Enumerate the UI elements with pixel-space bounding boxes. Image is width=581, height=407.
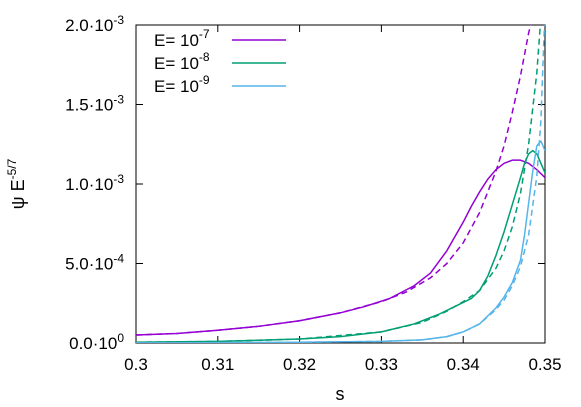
- y-tick-label-mantissa: 1.5·10: [65, 96, 113, 115]
- y-tick-label-exponent: 0: [117, 331, 124, 345]
- legend-label-exponent: -8: [199, 50, 210, 64]
- series-line-2-dashed: [136, 25, 532, 336]
- y-tick-label: 1.5·10-3: [65, 93, 124, 115]
- y-axis-label-exponent: -5/7: [5, 158, 19, 179]
- y-axis-label-base: ψ E: [8, 179, 28, 209]
- x-tick-label: 0.34: [447, 355, 480, 374]
- y-tick-label-mantissa: 5.0·10: [65, 255, 113, 274]
- y-tick-label: 2.0·10-3: [65, 13, 124, 35]
- series-line-3: [136, 149, 545, 343]
- y-tick-label-exponent: -3: [113, 93, 124, 107]
- legend-label-base: E= 10: [154, 31, 199, 50]
- legend-label: E= 10-7: [154, 27, 210, 50]
- legend-label: E= 10-8: [154, 50, 210, 73]
- y-tick-label-exponent: -4: [113, 252, 124, 266]
- y-axis-label: ψ E-5/7: [5, 158, 28, 209]
- legend-label-base: E= 10: [154, 77, 199, 96]
- legend-label-base: E= 10: [154, 54, 199, 73]
- series-line-1: [136, 159, 545, 336]
- y-tick-label-exponent: -3: [113, 172, 124, 186]
- tick-group: 0.3 0.31 0.32 0.33 0.34 0.35 0.0·100 5.0·10-4 1.…: [65, 13, 561, 374]
- y-tick-label-mantissa: 0.0·10: [69, 334, 117, 353]
- x-tick-label: 0.32: [283, 355, 316, 374]
- legend: E= 10-7E= 10-8E= 10-9: [154, 27, 286, 96]
- x-tick-label: 0.35: [528, 355, 561, 374]
- legend-label: E= 10-9: [154, 73, 210, 96]
- series-line-4-dashed: [136, 25, 542, 343]
- x-tick-label: 0.3: [124, 355, 148, 374]
- x-tick-label: 0.33: [365, 355, 398, 374]
- x-axis-label: s: [336, 384, 345, 404]
- y-tick-label: 0.0·100: [69, 331, 124, 353]
- series-group: [136, 25, 545, 343]
- y-tick-label-mantissa: 2.0·10: [65, 16, 113, 35]
- y-tick-label-exponent: -3: [113, 13, 124, 27]
- series-line-6-dashed: [136, 25, 545, 343]
- legend-label-exponent: -9: [199, 73, 210, 87]
- x-tick-label: 0.31: [201, 355, 234, 374]
- y-tick-label-mantissa: 1.0·10: [65, 175, 113, 194]
- y-tick-label: 1.0·10-3: [65, 172, 124, 194]
- y-tick-label: 5.0·10-4: [65, 252, 124, 274]
- legend-label-exponent: -7: [199, 27, 210, 41]
